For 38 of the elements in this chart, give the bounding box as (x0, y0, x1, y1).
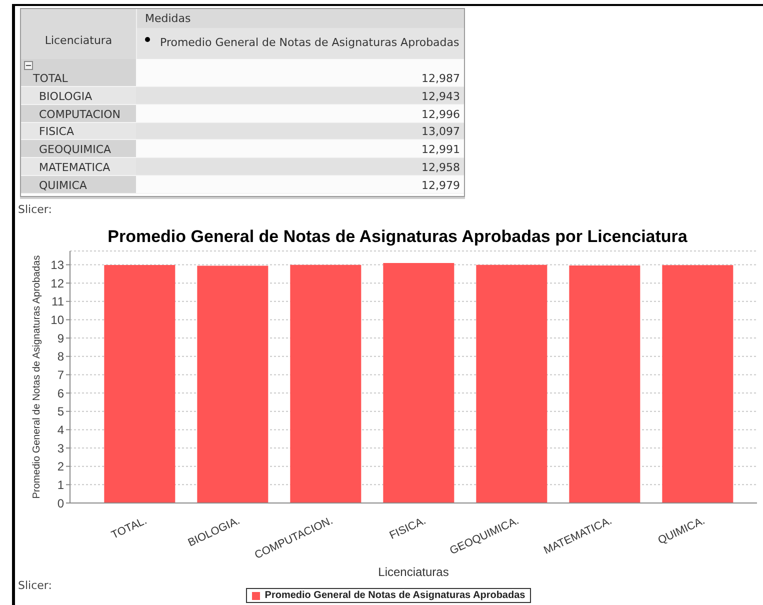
text: COMPUTACION (39, 108, 121, 121)
text: 13,097 (422, 125, 460, 138)
text: BIOLOGIA (39, 90, 92, 103)
text: 12,996 (422, 108, 460, 121)
y-tick-label: 3 (57, 441, 64, 456)
y-tick-label: 7 (57, 368, 64, 382)
text: 12,979 (422, 178, 460, 192)
y-tick-label: 12 (50, 276, 64, 290)
text: GEOQUIMICA (39, 143, 112, 156)
y-tick-label: 11 (52, 294, 64, 309)
y-tick-label: 5 (57, 404, 64, 419)
y-tick-label: 6 (57, 386, 64, 400)
y-axis-title: Promedio General de Notas de Asignaturas Aprobadas (32, 255, 42, 499)
legend-label: Promedio General de Notas de Asignaturas Aprobadas (264, 590, 526, 601)
text: Licenciatura (44, 34, 112, 47)
y-tick-label: 13 (50, 258, 64, 272)
y-tick-label: 8 (57, 350, 64, 364)
chart-title: Promedio General de Notas de Asignaturas Aprobadas por Licenciatura (108, 227, 688, 246)
text: MATEMATICA (39, 160, 110, 174)
y-tick-label: 10 (50, 312, 64, 327)
text: 12,987 (422, 72, 460, 85)
x-tick-label: TOTAL. (110, 514, 149, 542)
y-tick-label: 4 (57, 422, 64, 437)
text: Slicer: (18, 203, 52, 216)
y-tick-label: 0 (57, 496, 64, 510)
text: Medidas (145, 12, 191, 25)
text: FISICA (39, 125, 74, 138)
text: Promedio General de Notas de Asignaturas Aprobadas (160, 36, 460, 49)
text: TOTAL (33, 72, 68, 85)
x-axis-title: Licenciaturas (378, 565, 449, 579)
text: Slicer: (18, 579, 52, 592)
y-tick-label: 1 (57, 478, 64, 492)
text: 12,958 (422, 160, 460, 174)
y-tick-label: 9 (57, 331, 64, 346)
y-tick-label: 2 (57, 460, 64, 474)
text: 12,991 (422, 143, 460, 156)
text: QUIMICA (39, 178, 87, 192)
text: 12,943 (422, 90, 460, 103)
